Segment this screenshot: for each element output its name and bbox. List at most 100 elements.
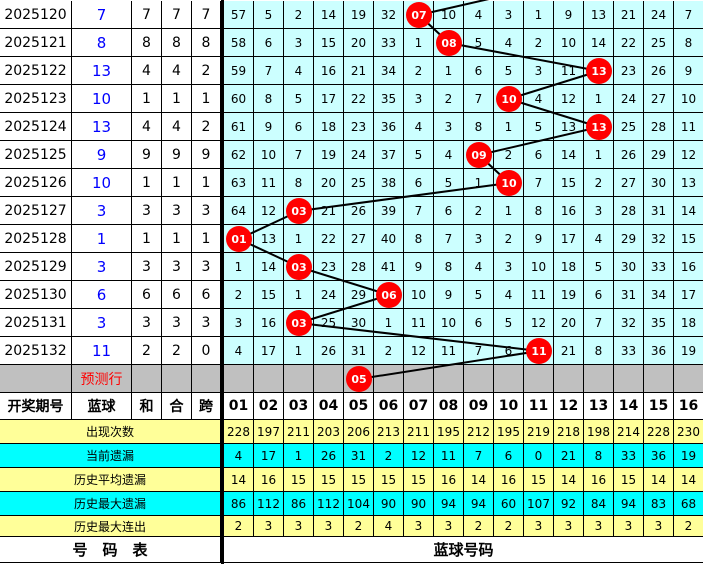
stat-value: 15 <box>284 468 314 492</box>
miss-count-cell: 4 <box>284 57 314 85</box>
miss-count-cell: 2 <box>464 197 494 225</box>
miss-count-cell: 61 <box>224 113 254 141</box>
miss-count-cell: 20 <box>314 169 344 197</box>
miss-count-cell: 10 <box>254 141 284 169</box>
miss-count-cell: 32 <box>644 225 674 253</box>
miss-count-cell: 34 <box>644 281 674 309</box>
stat-value: 3 <box>254 516 284 537</box>
stat-value: 33 <box>614 444 644 468</box>
header-kua: 跨 <box>192 392 221 420</box>
miss-count-cell: 1 <box>284 281 314 309</box>
miss-count-cell: 10 <box>554 29 584 57</box>
prediction-blank <box>162 365 192 393</box>
stat-value: 21 <box>554 444 584 468</box>
miss-count-cell: 8 <box>434 253 464 281</box>
row-hesum: 9 <box>162 141 192 169</box>
row-period: 2025132 <box>0 337 72 365</box>
miss-count-cell: 12 <box>554 85 584 113</box>
miss-count-cell: 8 <box>584 337 614 365</box>
hit-cell <box>584 57 614 85</box>
header-number: 11 <box>524 392 554 420</box>
miss-count-cell: 12 <box>404 337 434 365</box>
row-blue: 8 <box>72 29 132 57</box>
header-number: 07 <box>404 392 434 420</box>
row-period: 2025125 <box>0 141 72 169</box>
miss-count-cell: 33 <box>614 337 644 365</box>
hit-cell <box>584 113 614 141</box>
row-hesum: 3 <box>162 253 192 281</box>
stat-label: 出现次数 <box>0 420 221 444</box>
stat-value: 3 <box>314 516 344 537</box>
row-kua: 8 <box>192 29 221 57</box>
miss-count-cell: 2 <box>224 281 254 309</box>
row-he: 6 <box>132 281 162 309</box>
stat-value: 0 <box>524 444 554 468</box>
header-number: 02 <box>254 392 284 420</box>
stat-value: 94 <box>614 492 644 516</box>
row-period: 2025122 <box>0 57 72 85</box>
header-number: 14 <box>614 392 644 420</box>
miss-count-cell: 7 <box>434 225 464 253</box>
miss-count-cell: 24 <box>344 141 374 169</box>
row-kua: 0 <box>192 337 221 365</box>
stat-value: 198 <box>584 420 614 444</box>
miss-count-cell: 14 <box>674 197 703 225</box>
stat-value: 90 <box>374 492 404 516</box>
stat-value: 3 <box>284 516 314 537</box>
miss-count-cell: 1 <box>524 1 554 29</box>
miss-count-cell: 4 <box>404 113 434 141</box>
miss-count-cell: 6 <box>584 281 614 309</box>
prediction-cell <box>554 365 584 393</box>
miss-count-cell: 2 <box>374 337 404 365</box>
miss-count-cell: 6 <box>524 141 554 169</box>
prediction-cell <box>464 365 494 393</box>
miss-count-cell: 1 <box>494 113 524 141</box>
miss-count-cell: 10 <box>434 1 464 29</box>
stat-value: 15 <box>374 468 404 492</box>
miss-count-cell: 30 <box>644 169 674 197</box>
stat-value: 195 <box>434 420 464 444</box>
miss-count-cell: 23 <box>614 57 644 85</box>
row-hesum: 8 <box>162 29 192 57</box>
miss-count-cell: 20 <box>554 309 584 337</box>
miss-count-cell: 11 <box>554 57 584 85</box>
hit-cell <box>494 169 524 197</box>
footer-right: 蓝球号码 <box>224 537 703 563</box>
miss-count-cell: 1 <box>494 197 524 225</box>
miss-count-cell: 29 <box>644 141 674 169</box>
row-hesum: 1 <box>162 225 192 253</box>
miss-count-cell: 3 <box>284 29 314 57</box>
stat-value: 14 <box>224 468 254 492</box>
prediction-cell <box>284 365 314 393</box>
miss-count-cell: 2 <box>404 57 434 85</box>
stat-value: 212 <box>464 420 494 444</box>
miss-count-cell: 21 <box>614 1 644 29</box>
miss-count-cell: 4 <box>464 253 494 281</box>
miss-count-cell: 62 <box>224 141 254 169</box>
row-he: 8 <box>132 29 162 57</box>
hit-cell <box>284 253 314 281</box>
stat-value: 8 <box>584 444 614 468</box>
stat-value: 14 <box>554 468 584 492</box>
miss-count-cell: 24 <box>614 85 644 113</box>
miss-count-cell: 19 <box>314 141 344 169</box>
miss-count-cell: 11 <box>434 337 464 365</box>
stat-value: 15 <box>314 468 344 492</box>
miss-count-cell: 41 <box>374 253 404 281</box>
stat-value: 2 <box>344 516 374 537</box>
prediction-cell <box>494 365 524 393</box>
stat-value: 3 <box>644 516 674 537</box>
stat-value: 94 <box>464 492 494 516</box>
stat-value: 2 <box>494 516 524 537</box>
hit-cell <box>434 29 464 57</box>
miss-count-cell: 18 <box>674 309 703 337</box>
row-blue: 10 <box>72 85 132 113</box>
miss-count-cell: 3 <box>494 253 524 281</box>
miss-count-cell: 24 <box>314 281 344 309</box>
hit-cell <box>494 85 524 113</box>
row-he: 9 <box>132 141 162 169</box>
row-kua: 2 <box>192 113 221 141</box>
miss-count-cell: 27 <box>644 85 674 113</box>
stat-value: 16 <box>494 468 524 492</box>
